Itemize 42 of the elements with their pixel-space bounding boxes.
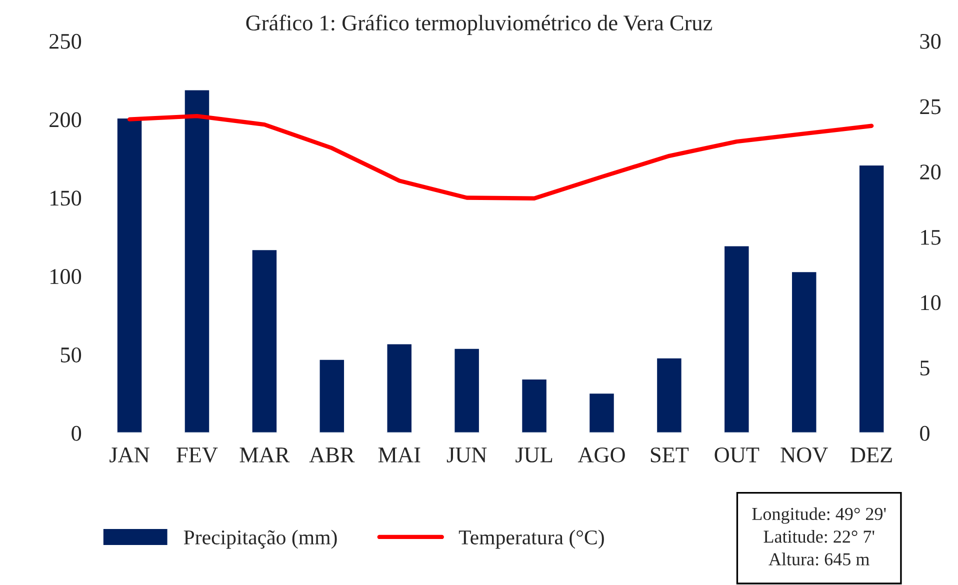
- y-tick-label: 200: [50, 112, 82, 128]
- x-tick-label: JUL: [516, 448, 552, 462]
- line-series: [127, 114, 874, 200]
- y2-tick-label: 30: [920, 34, 941, 49]
- x-tick-label: JAN: [110, 448, 150, 462]
- y-tick-label: 250: [50, 34, 82, 49]
- x-tick-label: ABR: [309, 448, 355, 462]
- y-tick-label: 0: [72, 426, 82, 441]
- x-tick-label: FEV: [176, 448, 218, 463]
- x-tick-label: DEZ: [850, 448, 892, 462]
- x-tick-label: OUT: [714, 447, 760, 462]
- bar: [116, 117, 144, 433]
- bar: [790, 270, 818, 433]
- bar: [858, 164, 886, 433]
- y2-tick-label: 25: [920, 99, 941, 114]
- x-tick-label: MAI: [378, 448, 420, 462]
- x-tick-label: AGO: [578, 447, 625, 462]
- bar: [250, 248, 278, 433]
- bar: [520, 378, 548, 433]
- y2-tick-label: 10: [921, 295, 941, 310]
- bar: [656, 356, 683, 433]
- y2-tick-label: 0: [920, 426, 930, 441]
- bar: [723, 244, 750, 433]
- x-tick-label: NOV: [780, 447, 828, 463]
- legend-label: Precipitação (mm): [184, 530, 337, 549]
- x-tick-label: SET: [650, 447, 689, 462]
- chart-title: Gráfico 1: Gráfico termopluviométrico de Vera Cruz: [246, 14, 712, 36]
- x-tick-label: JUN: [446, 448, 487, 462]
- y2-tick-label: 20: [920, 164, 941, 180]
- y-tick-label: 50: [60, 347, 82, 362]
- bar: [453, 348, 480, 433]
- bar: [588, 392, 616, 433]
- bar: [318, 358, 346, 433]
- bar: [386, 342, 413, 433]
- text: Longitude: 49° 29' Latitude: 22° 7' Altura: 645 m: [752, 507, 886, 566]
- y2-tick-label: 5: [920, 360, 930, 376]
- legend-label: Temperatura (°C): [458, 530, 604, 549]
- x-tick-label: MAR: [240, 448, 290, 462]
- y-tick-label: 150: [50, 190, 82, 206]
- bar: [183, 88, 210, 433]
- y-tick-label: 100: [50, 269, 82, 284]
- y2-tick-label: 15: [921, 230, 941, 245]
